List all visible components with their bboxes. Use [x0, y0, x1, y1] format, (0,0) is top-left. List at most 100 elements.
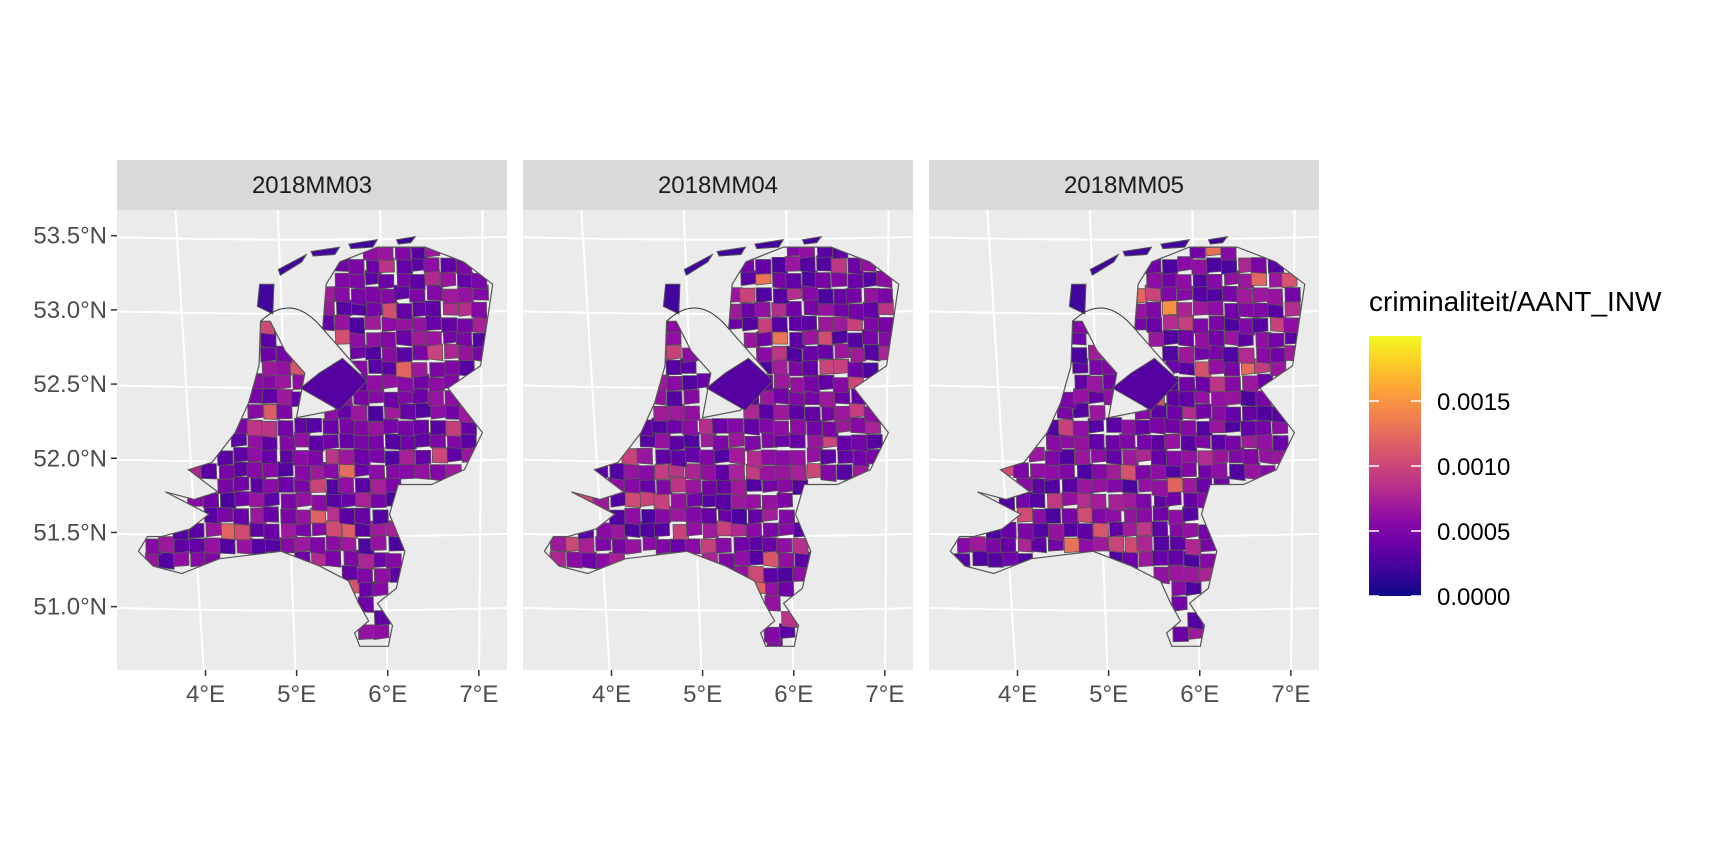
flevoland — [1111, 357, 1180, 411]
municipality — [847, 332, 864, 349]
municipality — [1135, 521, 1153, 537]
municipality — [1192, 300, 1210, 316]
municipality — [755, 347, 773, 363]
municipality — [819, 359, 836, 375]
municipality — [424, 300, 442, 317]
municipality — [668, 404, 685, 422]
municipality — [669, 477, 687, 493]
municipality — [188, 538, 206, 554]
municipality — [785, 273, 802, 290]
municipality — [1241, 375, 1259, 393]
municipality — [850, 347, 867, 364]
municipality — [654, 433, 672, 449]
municipality — [395, 303, 413, 321]
municipality — [817, 316, 835, 333]
municipality — [446, 446, 464, 463]
municipality — [1061, 508, 1078, 524]
municipality — [1208, 330, 1225, 347]
municipality-cells — [549, 247, 895, 647]
municipality — [656, 479, 673, 496]
municipality — [250, 477, 267, 495]
municipality — [414, 450, 432, 466]
x-tick-label: 5°E — [1089, 681, 1128, 708]
municipality — [247, 404, 264, 420]
municipality — [666, 390, 683, 407]
municipality — [830, 271, 848, 288]
municipality — [246, 462, 264, 480]
afsluitdijk — [666, 307, 730, 330]
municipality — [1256, 433, 1273, 452]
municipality — [1182, 506, 1199, 522]
municipality — [429, 420, 447, 436]
municipality — [1150, 449, 1168, 467]
municipality — [786, 247, 803, 257]
municipality — [1211, 434, 1228, 451]
municipality — [789, 432, 806, 449]
municipality — [665, 359, 683, 376]
municipality — [668, 435, 685, 452]
municipality — [1150, 464, 1168, 480]
municipality — [701, 480, 719, 496]
wadden-island — [1122, 246, 1153, 257]
municipality — [1086, 375, 1104, 394]
municipality — [1122, 493, 1140, 509]
municipality — [412, 388, 429, 405]
municipality — [1180, 435, 1197, 453]
municipality — [322, 434, 340, 450]
municipality — [337, 477, 355, 495]
municipality — [1046, 493, 1064, 509]
municipality — [715, 537, 732, 554]
municipality — [262, 506, 280, 523]
municipality — [761, 495, 779, 511]
municipality — [1197, 450, 1215, 467]
municipality — [413, 462, 431, 480]
municipality — [366, 302, 383, 318]
municipality — [334, 272, 352, 289]
municipality — [1162, 314, 1180, 331]
municipality — [1176, 302, 1193, 318]
municipality — [1205, 247, 1222, 257]
municipality — [393, 284, 410, 301]
municipality — [1044, 508, 1062, 524]
municipality — [308, 435, 325, 452]
municipality — [814, 272, 832, 289]
municipality — [1153, 535, 1170, 552]
municipality — [800, 315, 818, 332]
municipality — [400, 435, 417, 451]
municipality — [1208, 315, 1226, 332]
municipality — [334, 314, 351, 331]
municipality — [716, 520, 733, 537]
municipality — [1211, 462, 1228, 479]
municipality — [1224, 435, 1242, 452]
municipality — [806, 419, 823, 436]
municipality — [1077, 478, 1094, 495]
municipality — [384, 450, 402, 467]
municipality — [412, 419, 430, 436]
municipality — [817, 343, 834, 360]
municipality — [806, 447, 824, 464]
afsluitdijk — [1072, 307, 1136, 330]
municipality — [756, 331, 773, 347]
municipality — [636, 448, 654, 465]
municipality — [685, 506, 702, 525]
municipality — [790, 464, 808, 482]
municipality — [1222, 346, 1239, 364]
flevoland — [299, 357, 368, 411]
municipality — [1091, 477, 1108, 494]
x-tick-label: 6°E — [368, 681, 407, 708]
municipality — [666, 376, 683, 392]
municipality — [1224, 376, 1242, 393]
municipality — [1244, 462, 1261, 481]
municipality — [777, 477, 794, 494]
municipality — [305, 418, 323, 434]
municipality — [1206, 257, 1223, 274]
municipality — [1238, 347, 1255, 364]
lat-gridline — [929, 606, 1319, 612]
municipality — [1045, 434, 1063, 453]
x-tick-label: 7°E — [865, 681, 904, 708]
municipality — [821, 421, 839, 438]
municipality — [816, 247, 834, 259]
municipality — [1229, 463, 1246, 481]
municipality — [1179, 420, 1197, 437]
